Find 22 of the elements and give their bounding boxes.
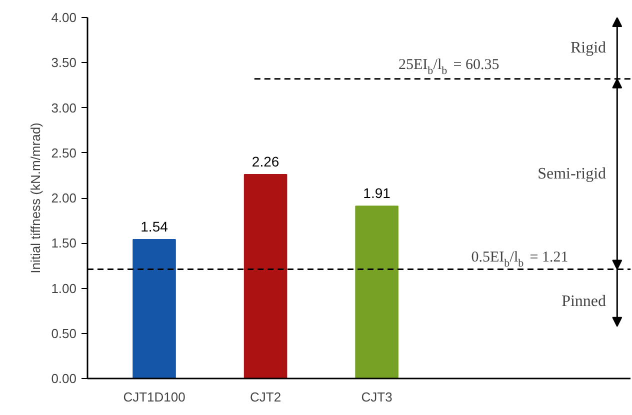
y-tick-label: 3.00	[51, 100, 77, 116]
x-tick-label: CJT3	[361, 390, 392, 404]
data-label: 2.26	[252, 154, 280, 170]
data-label: 1.54	[140, 218, 168, 235]
y-tick-label: 0.50	[51, 326, 77, 341]
y-tick-label: 1.00	[51, 280, 77, 296]
bar	[244, 174, 288, 378]
y-tick-label: 4.00	[51, 10, 77, 25]
data-label: 1.91	[363, 185, 391, 202]
text: Pinned	[562, 293, 606, 310]
bar	[132, 239, 176, 378]
text: Rigid	[570, 40, 606, 57]
bar	[355, 206, 398, 378]
y-tick-label: 2.50	[51, 145, 77, 160]
y-tick-label: 2.00	[51, 190, 77, 206]
y-tick-label: 3.50	[51, 55, 77, 70]
x-tick-label: CJT2	[250, 390, 282, 404]
x-tick-label: CJT1D100	[123, 390, 186, 404]
text: Semi-rigid	[538, 166, 606, 183]
y-tick-label: 1.50	[51, 236, 77, 251]
y-tick-label: 0.00	[51, 371, 77, 386]
y-axis-title: Initial tiffness (kN.m/mrad)	[28, 122, 44, 274]
